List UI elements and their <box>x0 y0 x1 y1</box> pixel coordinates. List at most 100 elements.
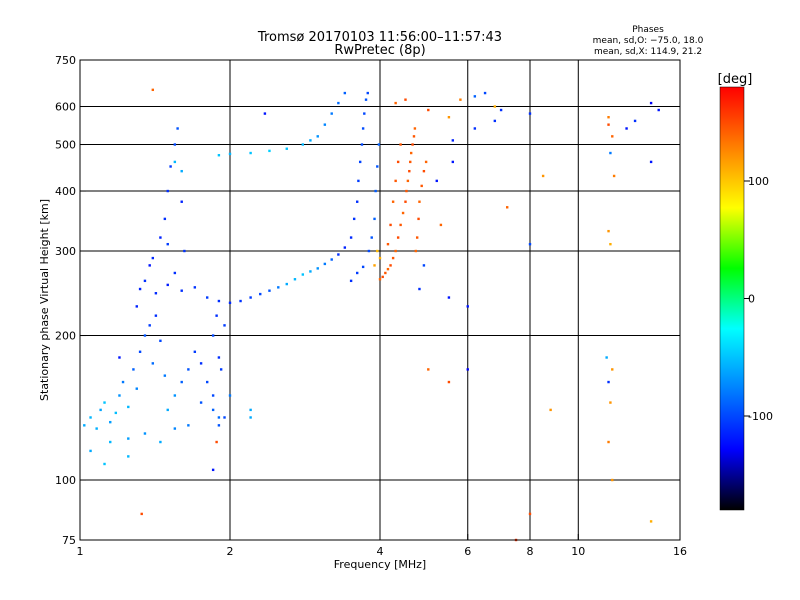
colorbar-tick-label: 0 <box>748 293 755 306</box>
data-point <box>205 296 209 299</box>
data-point <box>259 292 262 296</box>
data-point <box>404 200 407 203</box>
data-point <box>193 286 197 289</box>
data-point <box>159 440 162 444</box>
data-point <box>211 334 215 337</box>
data-point <box>154 314 158 317</box>
data-point <box>151 256 155 260</box>
data-point <box>413 127 417 130</box>
data-point <box>447 380 451 384</box>
data-point <box>499 108 503 112</box>
data-point <box>277 286 280 289</box>
data-point <box>193 350 197 353</box>
data-point <box>420 184 423 188</box>
data-point <box>169 165 172 168</box>
data-point <box>367 249 371 253</box>
data-point <box>349 236 353 239</box>
data-point <box>609 151 612 155</box>
data-point <box>649 160 653 164</box>
data-point <box>337 101 340 105</box>
data-point <box>95 427 98 430</box>
data-point <box>135 387 138 390</box>
data-point <box>493 119 497 123</box>
y-axis-label: Stationary phase Virtual Height [km] <box>38 199 51 401</box>
data-point <box>173 143 177 146</box>
data-point <box>173 160 177 164</box>
data-point <box>657 108 660 112</box>
data-point <box>422 264 426 267</box>
colorbar-label: [deg] <box>718 72 753 87</box>
data-point <box>417 217 420 221</box>
data-point <box>301 273 305 276</box>
data-point <box>378 256 382 260</box>
data-point <box>360 143 364 146</box>
data-point <box>549 408 552 412</box>
data-point <box>473 127 477 130</box>
data-point <box>415 236 419 239</box>
stats-line-o: mean, sd,O: −75.0, 18.0 <box>593 36 704 46</box>
y-tick-label: 500 <box>55 139 76 152</box>
data-point <box>249 151 252 155</box>
y-tick-label: 75 <box>62 534 76 547</box>
data-point <box>263 112 267 115</box>
data-point <box>386 242 390 246</box>
data-point <box>424 160 428 164</box>
data-point <box>404 98 407 101</box>
data-point <box>166 242 169 246</box>
data-points <box>83 88 660 542</box>
data-point <box>211 408 215 412</box>
data-point <box>409 160 412 164</box>
x-tick-label: 4 <box>377 545 384 558</box>
data-point <box>389 223 392 227</box>
data-point <box>447 116 451 119</box>
data-point <box>633 119 637 123</box>
data-point <box>607 380 610 384</box>
data-point <box>285 147 288 150</box>
data-point <box>391 256 395 260</box>
data-point <box>180 289 183 292</box>
data-point <box>173 394 177 397</box>
data-point <box>399 223 402 227</box>
data-point <box>373 217 376 221</box>
data-point <box>373 264 376 267</box>
data-point <box>363 112 366 115</box>
data-point <box>427 108 430 112</box>
data-point <box>211 468 215 472</box>
data-point <box>330 112 333 115</box>
data-point <box>127 437 130 440</box>
data-point <box>361 127 365 130</box>
data-point <box>173 271 177 275</box>
data-point <box>103 462 106 466</box>
data-point <box>215 314 218 317</box>
data-point <box>199 362 203 365</box>
data-point <box>649 101 653 105</box>
y-tick-label: 300 <box>55 245 76 258</box>
data-point <box>447 296 451 299</box>
data-point <box>166 283 169 287</box>
data-point <box>364 98 368 101</box>
data-point <box>176 127 179 130</box>
data-point <box>138 287 142 291</box>
data-point <box>180 169 183 173</box>
data-point <box>223 416 226 419</box>
data-point <box>268 149 271 153</box>
data-point <box>89 449 92 453</box>
data-point <box>406 179 410 183</box>
data-point <box>343 246 347 249</box>
data-point <box>143 334 147 337</box>
data-point <box>528 242 532 246</box>
data-point <box>199 401 203 404</box>
data-point <box>323 123 327 126</box>
data-point <box>401 211 405 215</box>
data-point <box>219 368 223 371</box>
data-point <box>412 135 416 138</box>
data-point <box>217 299 221 303</box>
data-point <box>187 368 190 371</box>
data-point <box>394 249 397 253</box>
data-point <box>114 411 118 415</box>
data-point <box>355 271 359 275</box>
data-point <box>376 165 379 168</box>
data-point <box>118 394 121 397</box>
data-point <box>377 143 381 146</box>
